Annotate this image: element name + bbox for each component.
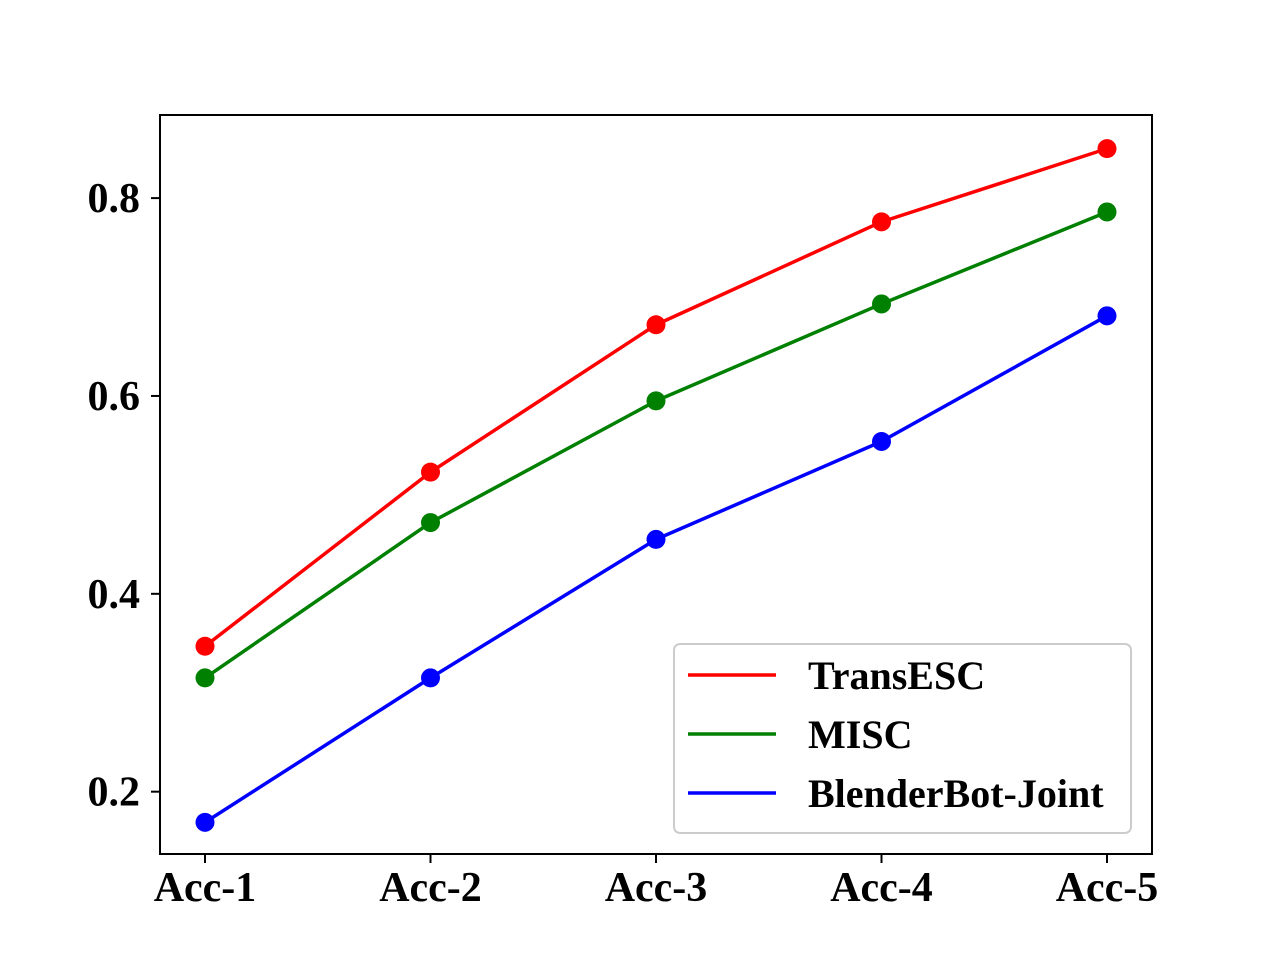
data-point bbox=[646, 529, 666, 549]
data-point bbox=[421, 462, 440, 482]
data-point bbox=[872, 294, 891, 314]
axes-layer: Acc-1 Acc-2 Acc-3 Acc-4 Acc-5 0.2 0.4 0.6 0.8 bbox=[88, 114, 1159, 911]
legend-label: TransESC bbox=[808, 653, 985, 698]
x-tick-label: Acc-1 bbox=[154, 865, 257, 911]
x-tick-label: Acc-4 bbox=[830, 865, 933, 911]
series-0 bbox=[195, 139, 1117, 656]
data-point bbox=[421, 513, 440, 533]
data-point bbox=[195, 636, 215, 656]
data-point bbox=[421, 668, 440, 688]
legend-box bbox=[673, 643, 1132, 834]
legend-item: MISC bbox=[688, 712, 912, 757]
series-2 bbox=[195, 306, 1117, 832]
legend-label: BlenderBot-Joint bbox=[808, 771, 1104, 816]
data-point bbox=[872, 212, 891, 232]
data-point bbox=[1097, 139, 1117, 159]
legend-item: TransESC bbox=[688, 653, 985, 698]
y-tick-label: 0.6 bbox=[88, 374, 141, 420]
data-point bbox=[1097, 202, 1117, 222]
y-tick-label: 0.4 bbox=[88, 572, 141, 618]
data-point bbox=[872, 431, 891, 451]
y-tick-label: 0.2 bbox=[88, 770, 141, 816]
legend: TransESC MISC BlenderBot-Joint bbox=[673, 643, 1132, 834]
x-tick-label: Acc-2 bbox=[379, 865, 482, 911]
x-tick-label: Acc-3 bbox=[605, 865, 708, 911]
data-point bbox=[646, 315, 666, 335]
legend-label: MISC bbox=[808, 712, 912, 757]
y-tick-label: 0.8 bbox=[88, 176, 141, 222]
data-point bbox=[1097, 306, 1117, 326]
data-point bbox=[195, 668, 215, 688]
data-point bbox=[646, 391, 666, 411]
x-tick-label: Acc-5 bbox=[1056, 865, 1159, 911]
data-point bbox=[195, 812, 215, 832]
series-layer bbox=[195, 139, 1117, 832]
series-1 bbox=[195, 202, 1117, 688]
legend-item: BlenderBot-Joint bbox=[688, 771, 1104, 816]
